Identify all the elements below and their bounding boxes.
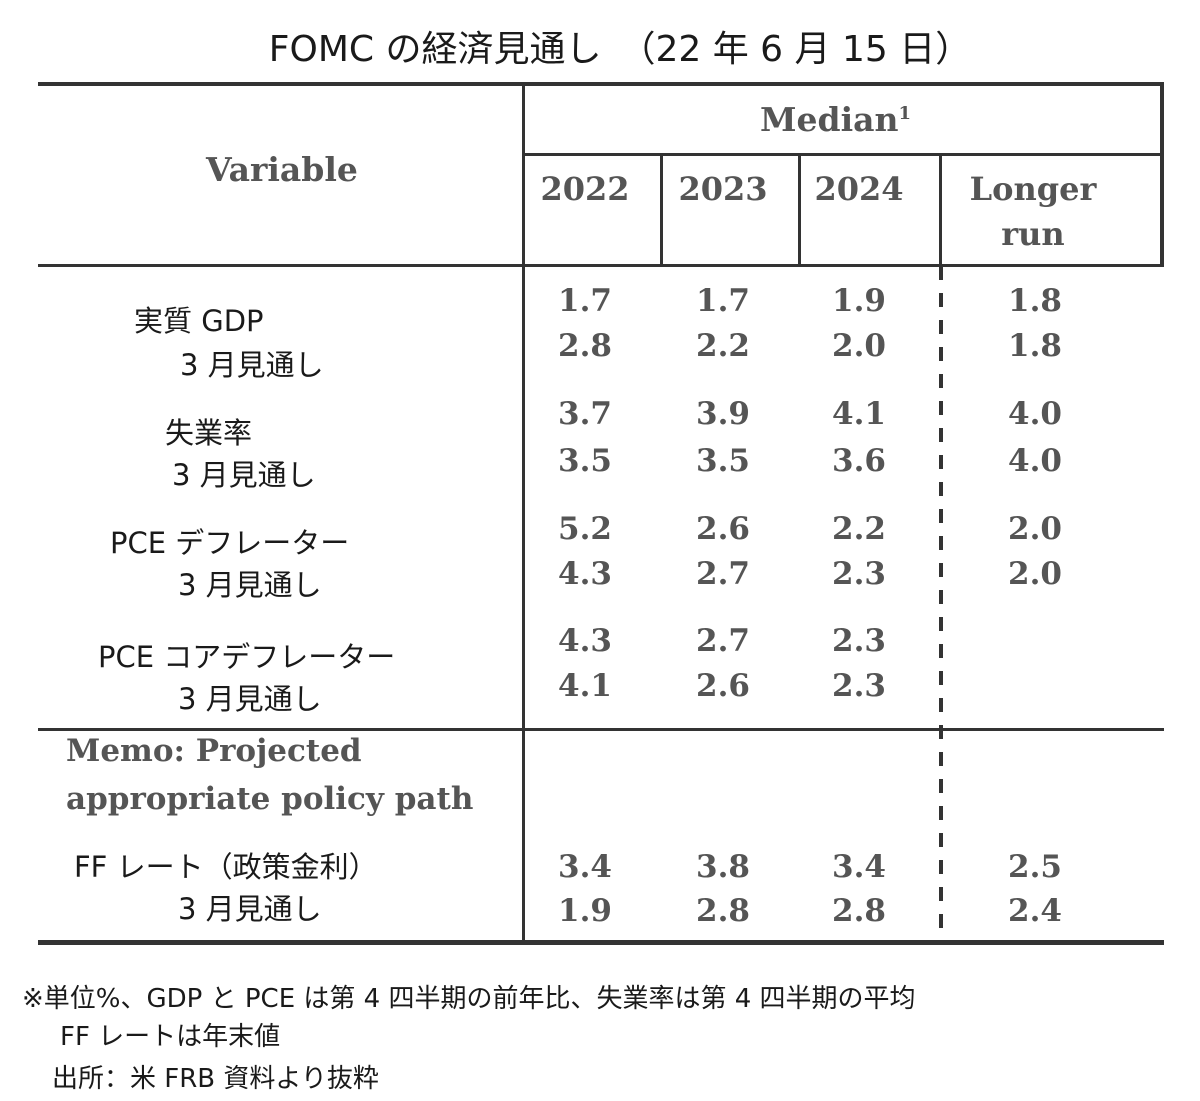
header-bottom-rule [38,264,1164,267]
memo-heading-line2: appropriate policy path [66,781,474,817]
unemployment-previous-2024: 3.6 [832,443,886,479]
row-sublabel-pce-deflator: 3 月見通し [178,568,322,602]
ff-previous-2024: 2.8 [832,893,886,929]
row-label-pce-deflator: PCE デフレーター [110,526,350,560]
page-title: FOMC の経済見通し （22 年 6 月 15 日） [268,29,972,70]
footnote-units: ※単位%、GDP と PCE は第 4 四半期の前年比、失業率は第 4 四半期の… [22,984,916,1014]
longer-run-dashed-divider [939,266,943,944]
ff-previous-2023: 2.8 [696,893,750,929]
pce-previous-2024: 2.3 [832,556,886,592]
median-header: Median1 [760,100,911,139]
year-divider-2022 [660,154,663,266]
longer-run-header-line1: Longer [969,170,1097,208]
gdp-previous-2022: 2.8 [558,328,612,364]
year-header-2024: 2024 [814,170,904,208]
pce-previous-2023: 2.7 [696,556,750,592]
footnote-source: 出所：米 FRB 資料より抜粋 [52,1064,379,1094]
unemployment-current-longer-run: 4.0 [1008,396,1062,432]
unemployment-current-2023: 3.9 [696,396,750,432]
year-divider-2024 [939,154,942,266]
ff-previous-longer-run: 2.4 [1008,893,1062,929]
core-pce-previous-2023: 2.6 [696,668,750,704]
median-underline [524,153,1164,156]
memo-divider-rule [38,728,1164,731]
ff-current-2022: 3.4 [558,849,612,885]
gdp-current-2024: 1.9 [832,283,886,319]
median-header-text: Median [760,100,899,139]
variable-column-divider [522,82,525,944]
unemployment-previous-2023: 3.5 [696,443,750,479]
core-pce-current-2022: 4.3 [558,623,612,659]
ff-previous-2022: 1.9 [558,893,612,929]
core-pce-current-2024: 2.3 [832,623,886,659]
pce-previous-2022: 4.3 [558,556,612,592]
gdp-previous-longer-run: 1.8 [1008,328,1062,364]
gdp-current-longer-run: 1.8 [1008,283,1062,319]
unemployment-current-2024: 4.1 [832,396,886,432]
pce-current-2022: 5.2 [558,511,612,547]
core-pce-previous-2024: 2.3 [832,668,886,704]
core-pce-previous-2022: 4.1 [558,668,612,704]
gdp-current-2023: 1.7 [696,283,750,319]
pce-current-2023: 2.6 [696,511,750,547]
row-label-core-pce-deflator: PCE コアデフレーター [98,640,396,674]
pce-current-2024: 2.2 [832,511,886,547]
row-sublabel-core-pce-deflator: 3 月見通し [178,682,322,716]
longer-run-header-line2: run [1001,215,1065,253]
year-divider-2023 [798,154,801,266]
footnote-ff-rate: FF レートは年末値 [60,1022,281,1052]
row-sublabel-real-gdp: 3 月見通し [180,348,324,382]
unemployment-previous-longer-run: 4.0 [1008,443,1062,479]
row-label-real-gdp: 実質 GDP [134,304,264,338]
gdp-previous-2023: 2.2 [696,328,750,364]
table-top-rule [38,82,1164,86]
memo-heading-line1: Memo: Projected [66,733,362,769]
unemployment-current-2022: 3.7 [558,396,612,432]
ff-current-2024: 3.4 [832,849,886,885]
variable-header: Variable [206,150,358,189]
year-header-2023: 2023 [678,170,768,208]
row-label-unemployment: 失業率 [165,416,253,450]
median-footnote-mark: 1 [898,103,912,124]
core-pce-current-2023: 2.7 [696,623,750,659]
unemployment-previous-2022: 3.5 [558,443,612,479]
row-sublabel-ff-rate: 3 月見通し [178,892,322,926]
table-bottom-rule [38,940,1164,945]
pce-previous-longer-run: 2.0 [1008,556,1062,592]
year-header-2022: 2022 [540,170,630,208]
right-border [1160,82,1164,267]
pce-current-longer-run: 2.0 [1008,511,1062,547]
row-sublabel-unemployment: 3 月見通し [172,458,316,492]
ff-current-2023: 3.8 [696,849,750,885]
gdp-current-2022: 1.7 [558,283,612,319]
row-label-ff-rate: FF レート（政策金利） [74,850,378,884]
gdp-previous-2024: 2.0 [832,328,886,364]
ff-current-longer-run: 2.5 [1008,849,1062,885]
